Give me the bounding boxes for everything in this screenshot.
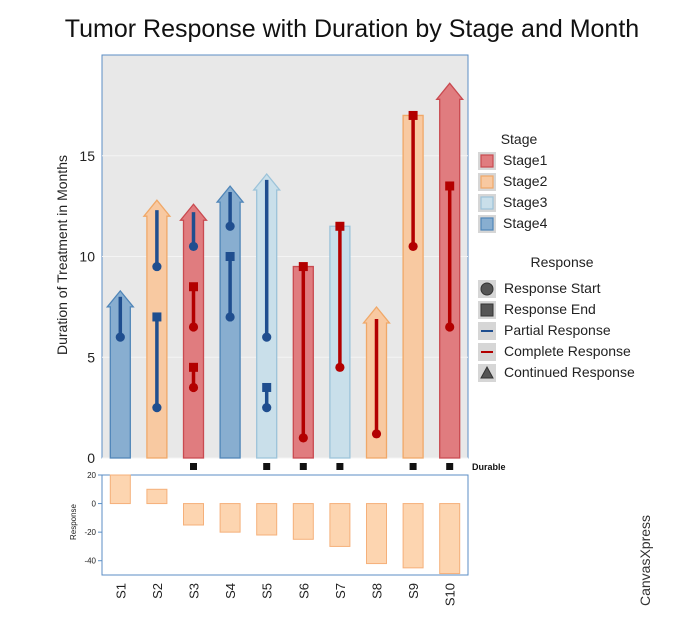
durable-label: Durable <box>472 462 506 472</box>
legend-stage-title: Stage <box>501 131 538 147</box>
response-start-marker-S2-1 <box>152 261 162 272</box>
response-start-marker-S7-0 <box>335 362 345 372</box>
response-end-marker-S5-0 <box>262 382 272 392</box>
y-axis-ticks: 0 5 10 15 <box>79 148 95 466</box>
y-tick-label: 5 <box>87 349 95 365</box>
response-start-marker-S2-0 <box>152 403 162 413</box>
response-start-marker-S4-1 <box>225 221 235 231</box>
response-end-icon <box>480 303 494 317</box>
response-tick-label: -40 <box>84 557 96 566</box>
legend-stage-label-Stage1: Stage1 <box>503 152 548 168</box>
durable-marker-S5 <box>263 463 271 470</box>
stage-bar-S9 <box>402 114 424 459</box>
response-bar-S9 <box>402 503 424 569</box>
response-start-marker-S5-0 <box>262 403 272 413</box>
response-start-marker-S10-0 <box>445 322 455 332</box>
legend-response-label: Response Start <box>504 280 601 296</box>
stage-bar-S1 <box>105 289 135 459</box>
response-tick-label: 20 <box>87 471 96 480</box>
response-end-marker-S7-0 <box>335 221 345 231</box>
response-bar-S1 <box>109 474 131 505</box>
response-start-marker-S1-0 <box>115 332 125 342</box>
x-tick-label-S10: S10 <box>443 583 458 606</box>
response-end-marker-S10-0 <box>445 181 455 191</box>
durable-marker-S10 <box>446 463 454 470</box>
y-tick-label: 15 <box>79 148 95 164</box>
x-tick-label-S3: S3 <box>187 583 202 599</box>
legend-response-label: Partial Response <box>504 322 611 338</box>
legend-response-label: Continued Response <box>504 364 635 380</box>
response-end-marker-S3-0 <box>189 362 198 372</box>
y-tick-label: 10 <box>79 249 95 265</box>
response-end-marker-S9-0 <box>408 110 418 120</box>
x-tick-label-S2: S2 <box>150 583 165 599</box>
continued-response-triangle-icon <box>480 365 494 379</box>
x-tick-label-S7: S7 <box>333 583 348 599</box>
y-axis-label: Duration of Treatment in Months <box>54 155 70 355</box>
durable-marker-S7 <box>336 463 344 470</box>
response-bars <box>109 474 461 575</box>
legend: Stage Response Stage1 Stage2 Stage3 Stage4 R… <box>478 131 635 382</box>
response-start-icon <box>480 282 494 296</box>
response-bar-S7 <box>329 503 351 547</box>
x-tick-label-S1: S1 <box>113 583 128 599</box>
x-tick-label-S9: S9 <box>406 583 421 599</box>
durable-markers <box>190 463 454 470</box>
x-tick-label-S8: S8 <box>370 583 385 599</box>
stage-bar-S4 <box>215 185 245 459</box>
response-start-marker-S4-0 <box>225 312 235 322</box>
response-start-marker-S3-2 <box>188 241 199 252</box>
response-end-marker-S6-0 <box>298 262 308 272</box>
durable-marker-S9 <box>409 463 417 470</box>
chart-title: Tumor Response with Duration by Stage an… <box>65 15 639 43</box>
response-bar-S6 <box>292 503 314 540</box>
legend-stage-label-Stage2: Stage2 <box>503 173 548 189</box>
x-axis-ticks: S1 S2 S3 S4 S5 S6 S7 S8 S9 S10 <box>113 583 457 606</box>
response-tick-label: -20 <box>84 528 96 537</box>
response-start-marker-S6-0 <box>298 433 308 443</box>
response-start-marker-S9-0 <box>408 241 418 252</box>
response-panel-ylabel: Response <box>69 503 78 540</box>
response-end-marker-S4-0 <box>225 252 235 261</box>
response-start-marker-S3-0 <box>188 382 199 393</box>
legend-response-label: Response End <box>504 301 596 317</box>
response-bar-S5 <box>256 503 278 536</box>
response-bar-S2 <box>146 488 168 505</box>
legend-stage-swatch-Stage4 <box>480 217 494 231</box>
legend-response-label: Complete Response <box>504 343 631 359</box>
response-bar-S10 <box>439 503 461 575</box>
durable-marker-S6 <box>299 463 307 470</box>
response-bar-S8 <box>366 503 387 565</box>
durable-marker-S3 <box>190 463 197 470</box>
legend-stage-swatch-Stage2 <box>480 175 494 189</box>
legend-stage-swatch-Stage3 <box>480 196 494 210</box>
response-start-marker-S5-1 <box>262 332 272 342</box>
legend-stage-swatch-Stage1 <box>480 154 494 168</box>
response-panel-ticks: 20 0 -20 -40 <box>84 471 102 566</box>
canvasxpress-watermark: CanvasXpress <box>637 515 653 606</box>
legend-stage-label-Stage4: Stage4 <box>503 215 548 231</box>
response-bar-S3 <box>183 503 204 526</box>
y-tick-label: 0 <box>87 450 95 466</box>
legend-stage-label-Stage3: Stage3 <box>503 194 548 210</box>
x-tick-label-S5: S5 <box>260 583 275 599</box>
response-start-marker-S8-0 <box>371 429 382 439</box>
response-segments <box>115 110 455 443</box>
response-start-marker-S3-1 <box>188 322 199 332</box>
response-bar-S4 <box>219 503 241 533</box>
response-tick-label: 0 <box>92 500 97 509</box>
legend-response-title: Response <box>530 254 593 270</box>
x-tick-label-S4: S4 <box>223 583 238 599</box>
x-tick-label-S6: S6 <box>296 583 311 599</box>
response-end-marker-S2-0 <box>152 312 162 322</box>
response-end-marker-S3-1 <box>189 282 198 292</box>
